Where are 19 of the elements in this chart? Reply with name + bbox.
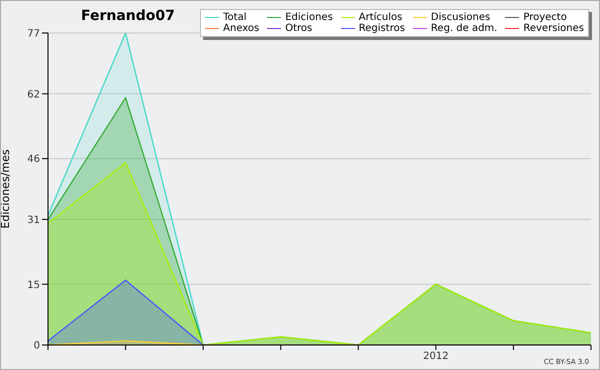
y-tick-label: 31 [27, 214, 40, 226]
y-tick-label: 77 [27, 28, 40, 40]
legend-label: Reg. de adm. [430, 23, 498, 34]
chart-title: Fernando07 [81, 8, 175, 24]
legend-label: Discusiones [430, 12, 490, 23]
legend-label: Ediciones [285, 12, 333, 23]
legend-label: Anexos [223, 23, 260, 34]
y-tick-label: 15 [27, 280, 40, 291]
x-tick-label: 2012 [423, 351, 449, 362]
legend-label: Proyecto [523, 12, 567, 23]
legend-label: Artículos [358, 12, 402, 23]
legend-label: Registros [358, 23, 405, 34]
legend-label: Reversiones [523, 23, 584, 34]
y-tick-label: 62 [27, 89, 40, 100]
y-tick-label: 0 [34, 340, 40, 352]
y-tick-label: 46 [27, 154, 40, 166]
legend-label: Otros [285, 23, 312, 34]
y-axis-title: Ediciones/mes [0, 149, 12, 229]
legend-label: Total [223, 12, 246, 23]
